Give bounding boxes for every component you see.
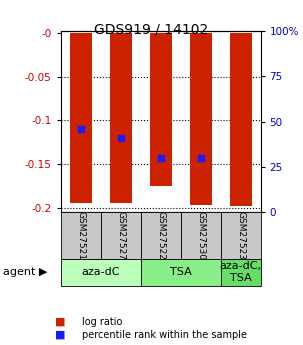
Bar [61,259,141,286]
Text: ■: ■ [55,317,66,326]
Bar [150,33,171,186]
Bar [101,212,141,259]
Bar [221,259,261,286]
Text: aza-dC,
TSA: aza-dC, TSA [220,262,261,283]
Text: GDS919 / 14102: GDS919 / 14102 [94,22,209,37]
Text: agent ▶: agent ▶ [3,267,47,277]
Bar [181,212,221,259]
Bar [190,33,211,205]
Text: aza-dC: aza-dC [81,267,120,277]
Bar [141,259,221,286]
Text: TSA: TSA [170,267,191,277]
Text: GSM27523: GSM27523 [236,211,245,260]
Bar [110,33,132,204]
Bar [61,212,101,259]
Text: percentile rank within the sample: percentile rank within the sample [82,330,247,339]
Bar [141,212,181,259]
Bar [70,33,92,204]
Bar [230,33,251,206]
Bar [221,212,261,259]
Text: GSM27530: GSM27530 [196,211,205,260]
Text: GSM27521: GSM27521 [76,211,85,260]
Text: log ratio: log ratio [82,317,122,326]
Text: ■: ■ [55,330,66,339]
Text: GSM27522: GSM27522 [156,211,165,260]
Text: GSM27527: GSM27527 [116,211,125,260]
